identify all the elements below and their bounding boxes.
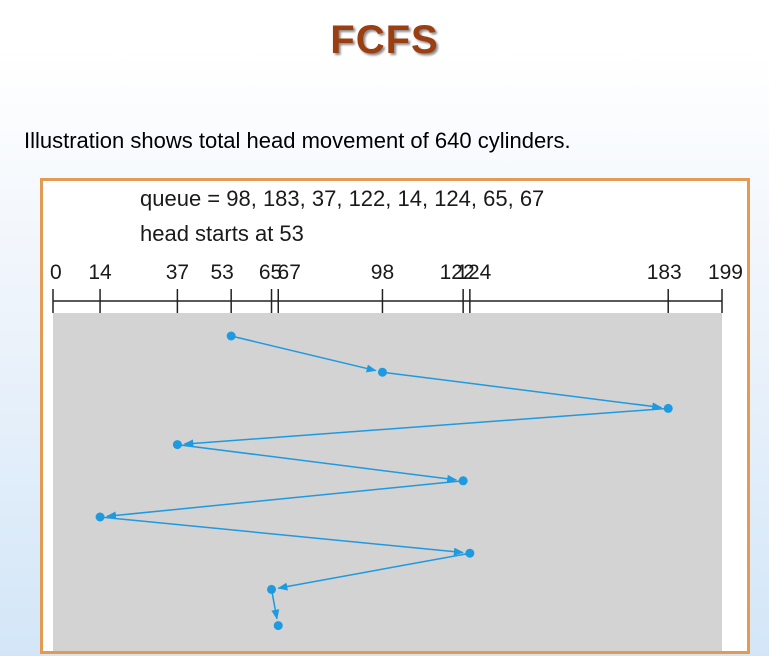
tick-label: 65 (259, 261, 282, 284)
head-position-point (172, 440, 182, 450)
plot-area (53, 313, 722, 651)
head-position-point (465, 548, 475, 558)
head-movement-path (95, 331, 673, 631)
tick-label: 0 (50, 261, 62, 284)
head-position-point (663, 403, 673, 413)
diagram-frame: queue = 98, 183, 37, 122, 14, 124, 65, 6… (40, 178, 750, 654)
tick-label: 98 (371, 261, 394, 284)
head-position-point (95, 512, 105, 522)
head-move-arrow (106, 480, 464, 520)
head-move-arrow (270, 589, 280, 620)
head-move-arrow (231, 335, 377, 373)
head-move-arrow (183, 407, 669, 448)
head-position-point (273, 621, 283, 631)
head-move-arrow (99, 516, 464, 556)
tick-label: 199 (708, 261, 743, 284)
slide-caption: Illustration shows total head movement o… (24, 128, 571, 153)
slide-title: FCFS (330, 18, 439, 62)
fcfs-diagram: queue = 98, 183, 37, 122, 14, 124, 65, 6… (50, 186, 743, 651)
head-position-point (377, 367, 387, 377)
head-move-arrow (177, 443, 458, 483)
queue-label: queue = 98, 183, 37, 122, 14, 124, 65, 6… (140, 186, 544, 211)
tick-label: 14 (88, 261, 112, 284)
head-position-point (226, 331, 236, 341)
tick-label: 53 (210, 261, 233, 284)
head-move-arrow (382, 371, 663, 411)
tick-label: 67 (278, 261, 301, 284)
head-start-label: head starts at 53 (140, 221, 304, 246)
head-position-point (458, 476, 468, 486)
tick-label: 122 (440, 261, 475, 284)
axis-ticks (52, 289, 723, 313)
tick-label: 124 (456, 261, 491, 284)
head-move-arrow (277, 552, 470, 591)
head-position-point (267, 584, 277, 594)
tick-label: 183 (647, 261, 682, 284)
tick-label: 37 (166, 261, 189, 284)
